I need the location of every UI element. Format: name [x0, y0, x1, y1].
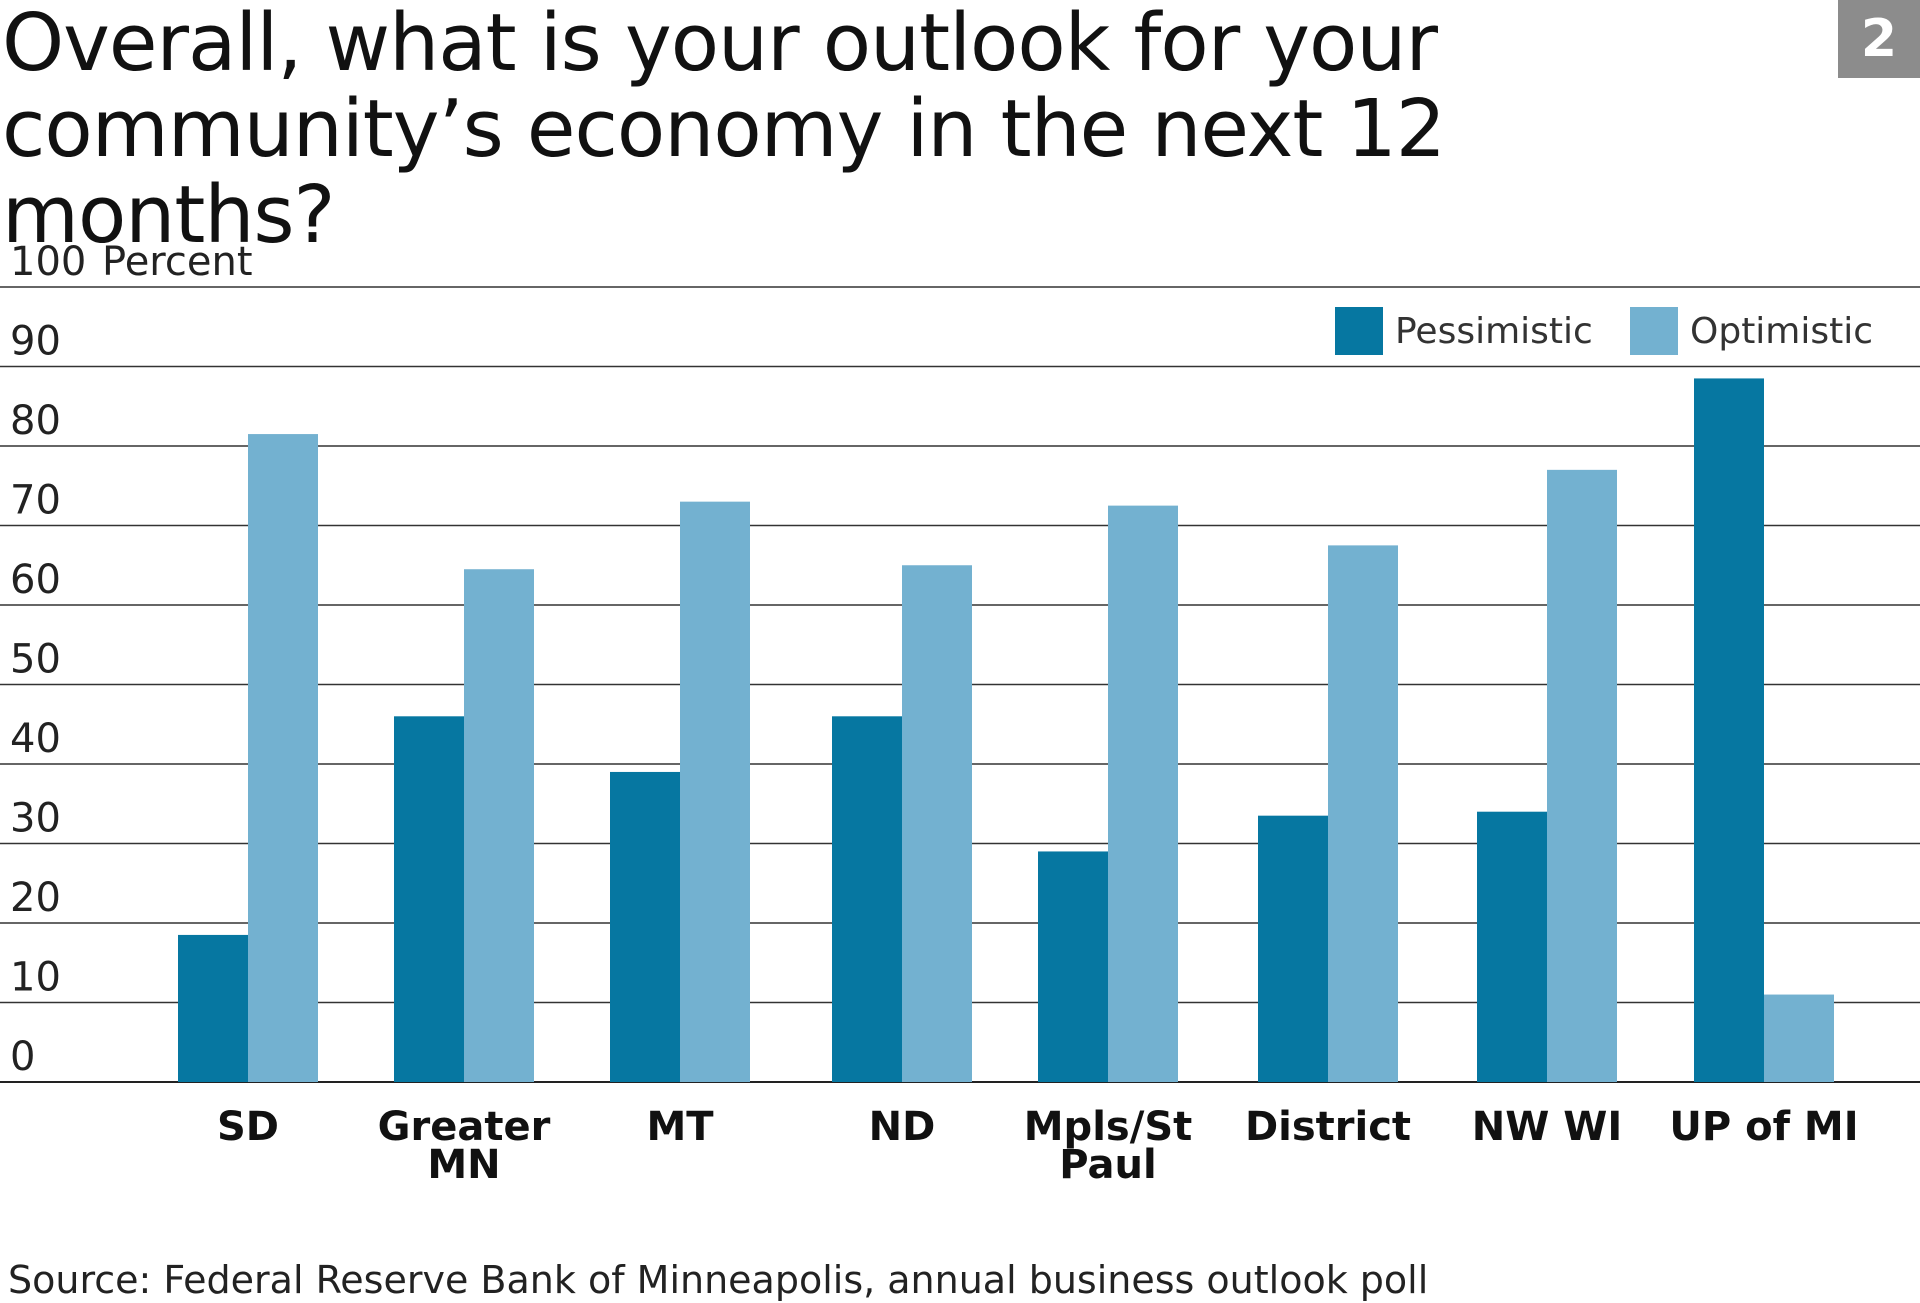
bar-chart: 0 10 20 30 40 50 60 70 80 90 100 Percent SD Greater… — [0, 239, 1920, 1188]
legend-label-optimistic: Optimistic — [1690, 311, 1873, 352]
bar-optimistic-nw-wi — [1547, 469, 1617, 1083]
y-tick-label-30: 30 — [10, 796, 61, 842]
y-tick-label-90: 90 — [10, 319, 61, 365]
y-tick-label-80: 80 — [10, 398, 61, 444]
category-label-mpls-st-paul: Mpls/St Paul — [1024, 1104, 1193, 1188]
legend-label-pessimistic: Pessimistic — [1395, 311, 1593, 352]
y-tick-label-70: 70 — [10, 478, 61, 524]
chart-title: Overall, what is your outlook for your c… — [2, 0, 1446, 261]
category-label-nw-wi: NW WI — [1472, 1104, 1623, 1150]
y-tick-label-100: 100 — [10, 239, 86, 285]
y-tick-label-10: 10 — [10, 955, 61, 1001]
y-tick-label-0: 0 — [10, 1034, 35, 1080]
bar-optimistic-nd — [902, 565, 972, 1082]
bar-pessimistic-mpls-st-paul — [1038, 851, 1108, 1082]
bar-optimistic-mpls-st-paul — [1108, 505, 1178, 1082]
y-tick-label-60: 60 — [10, 557, 61, 603]
bar-pessimistic-up-of-mi — [1694, 378, 1764, 1082]
source-note: Source: Federal Reserve Bank of Minneapo… — [8, 1258, 1429, 1302]
bars — [178, 378, 1834, 1083]
legend: Pessimistic Optimistic — [1335, 307, 1873, 355]
legend-swatch-pessimistic — [1335, 307, 1383, 355]
y-axis-ticks: 0 10 20 30 40 50 60 70 80 90 100 — [10, 239, 86, 1080]
category-label-sd: SD — [217, 1104, 279, 1150]
bar-pessimistic-mt — [610, 771, 680, 1082]
bar-pessimistic-nw-wi — [1477, 811, 1547, 1082]
bar-optimistic-district — [1328, 545, 1398, 1082]
category-label-up-of-mi: UP of MI — [1669, 1104, 1858, 1150]
bar-optimistic-sd — [248, 434, 318, 1082]
category-label-mt: MT — [646, 1104, 714, 1150]
bar-pessimistic-sd — [178, 934, 248, 1082]
y-tick-label-50: 50 — [10, 637, 61, 683]
bar-pessimistic-district — [1258, 815, 1328, 1082]
bar-optimistic-up-of-mi — [1764, 994, 1834, 1082]
category-label-district: District — [1245, 1104, 1411, 1150]
bar-pessimistic-nd — [832, 716, 902, 1082]
category-labels: SD Greater MN MT ND Mpls/St Paul District NW WI U… — [217, 1104, 1859, 1188]
legend-swatch-optimistic — [1630, 307, 1678, 355]
category-label-nd: ND — [869, 1104, 936, 1150]
figure-number-badge: 2 — [1838, 0, 1920, 78]
bar-optimistic-mt — [680, 501, 750, 1082]
y-axis-unit-label: Percent — [102, 239, 253, 285]
bar-optimistic-greater-mn — [464, 569, 534, 1082]
category-label-greater-mn: Greater MN — [378, 1104, 551, 1188]
y-tick-label-40: 40 — [10, 716, 61, 762]
y-tick-label-20: 20 — [10, 875, 61, 921]
bar-pessimistic-greater-mn — [394, 716, 464, 1082]
